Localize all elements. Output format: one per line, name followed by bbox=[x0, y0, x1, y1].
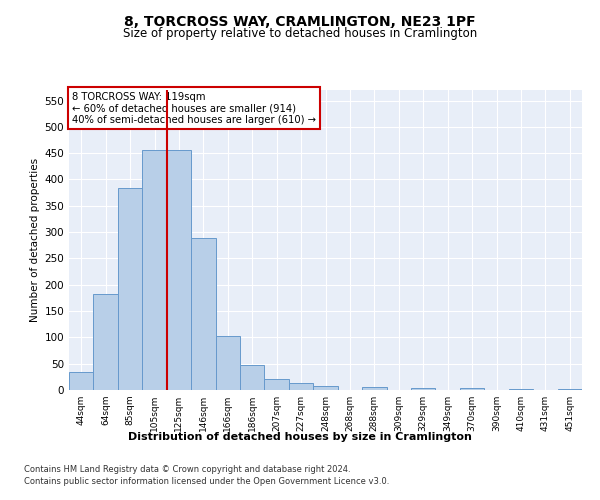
Bar bbox=[191, 238, 215, 390]
Bar bbox=[69, 372, 94, 390]
Bar bbox=[362, 388, 386, 390]
Bar bbox=[167, 150, 191, 390]
Text: 8, TORCROSS WAY, CRAMLINGTON, NE23 1PF: 8, TORCROSS WAY, CRAMLINGTON, NE23 1PF bbox=[124, 15, 476, 29]
Bar bbox=[313, 386, 338, 390]
Bar bbox=[215, 336, 240, 390]
Bar bbox=[265, 380, 289, 390]
Bar bbox=[411, 388, 436, 390]
Bar bbox=[94, 294, 118, 390]
Y-axis label: Number of detached properties: Number of detached properties bbox=[30, 158, 40, 322]
Text: Size of property relative to detached houses in Cramlington: Size of property relative to detached ho… bbox=[123, 28, 477, 40]
Text: Distribution of detached houses by size in Cramlington: Distribution of detached houses by size … bbox=[128, 432, 472, 442]
Bar bbox=[509, 389, 533, 390]
Text: 8 TORCROSS WAY: 119sqm
← 60% of detached houses are smaller (914)
40% of semi-de: 8 TORCROSS WAY: 119sqm ← 60% of detached… bbox=[71, 92, 316, 124]
Bar bbox=[118, 188, 142, 390]
Bar bbox=[240, 366, 265, 390]
Text: Contains HM Land Registry data © Crown copyright and database right 2024.: Contains HM Land Registry data © Crown c… bbox=[24, 465, 350, 474]
Bar bbox=[289, 383, 313, 390]
Text: Contains public sector information licensed under the Open Government Licence v3: Contains public sector information licen… bbox=[24, 478, 389, 486]
Bar bbox=[142, 150, 167, 390]
Bar bbox=[460, 388, 484, 390]
Bar bbox=[557, 389, 582, 390]
